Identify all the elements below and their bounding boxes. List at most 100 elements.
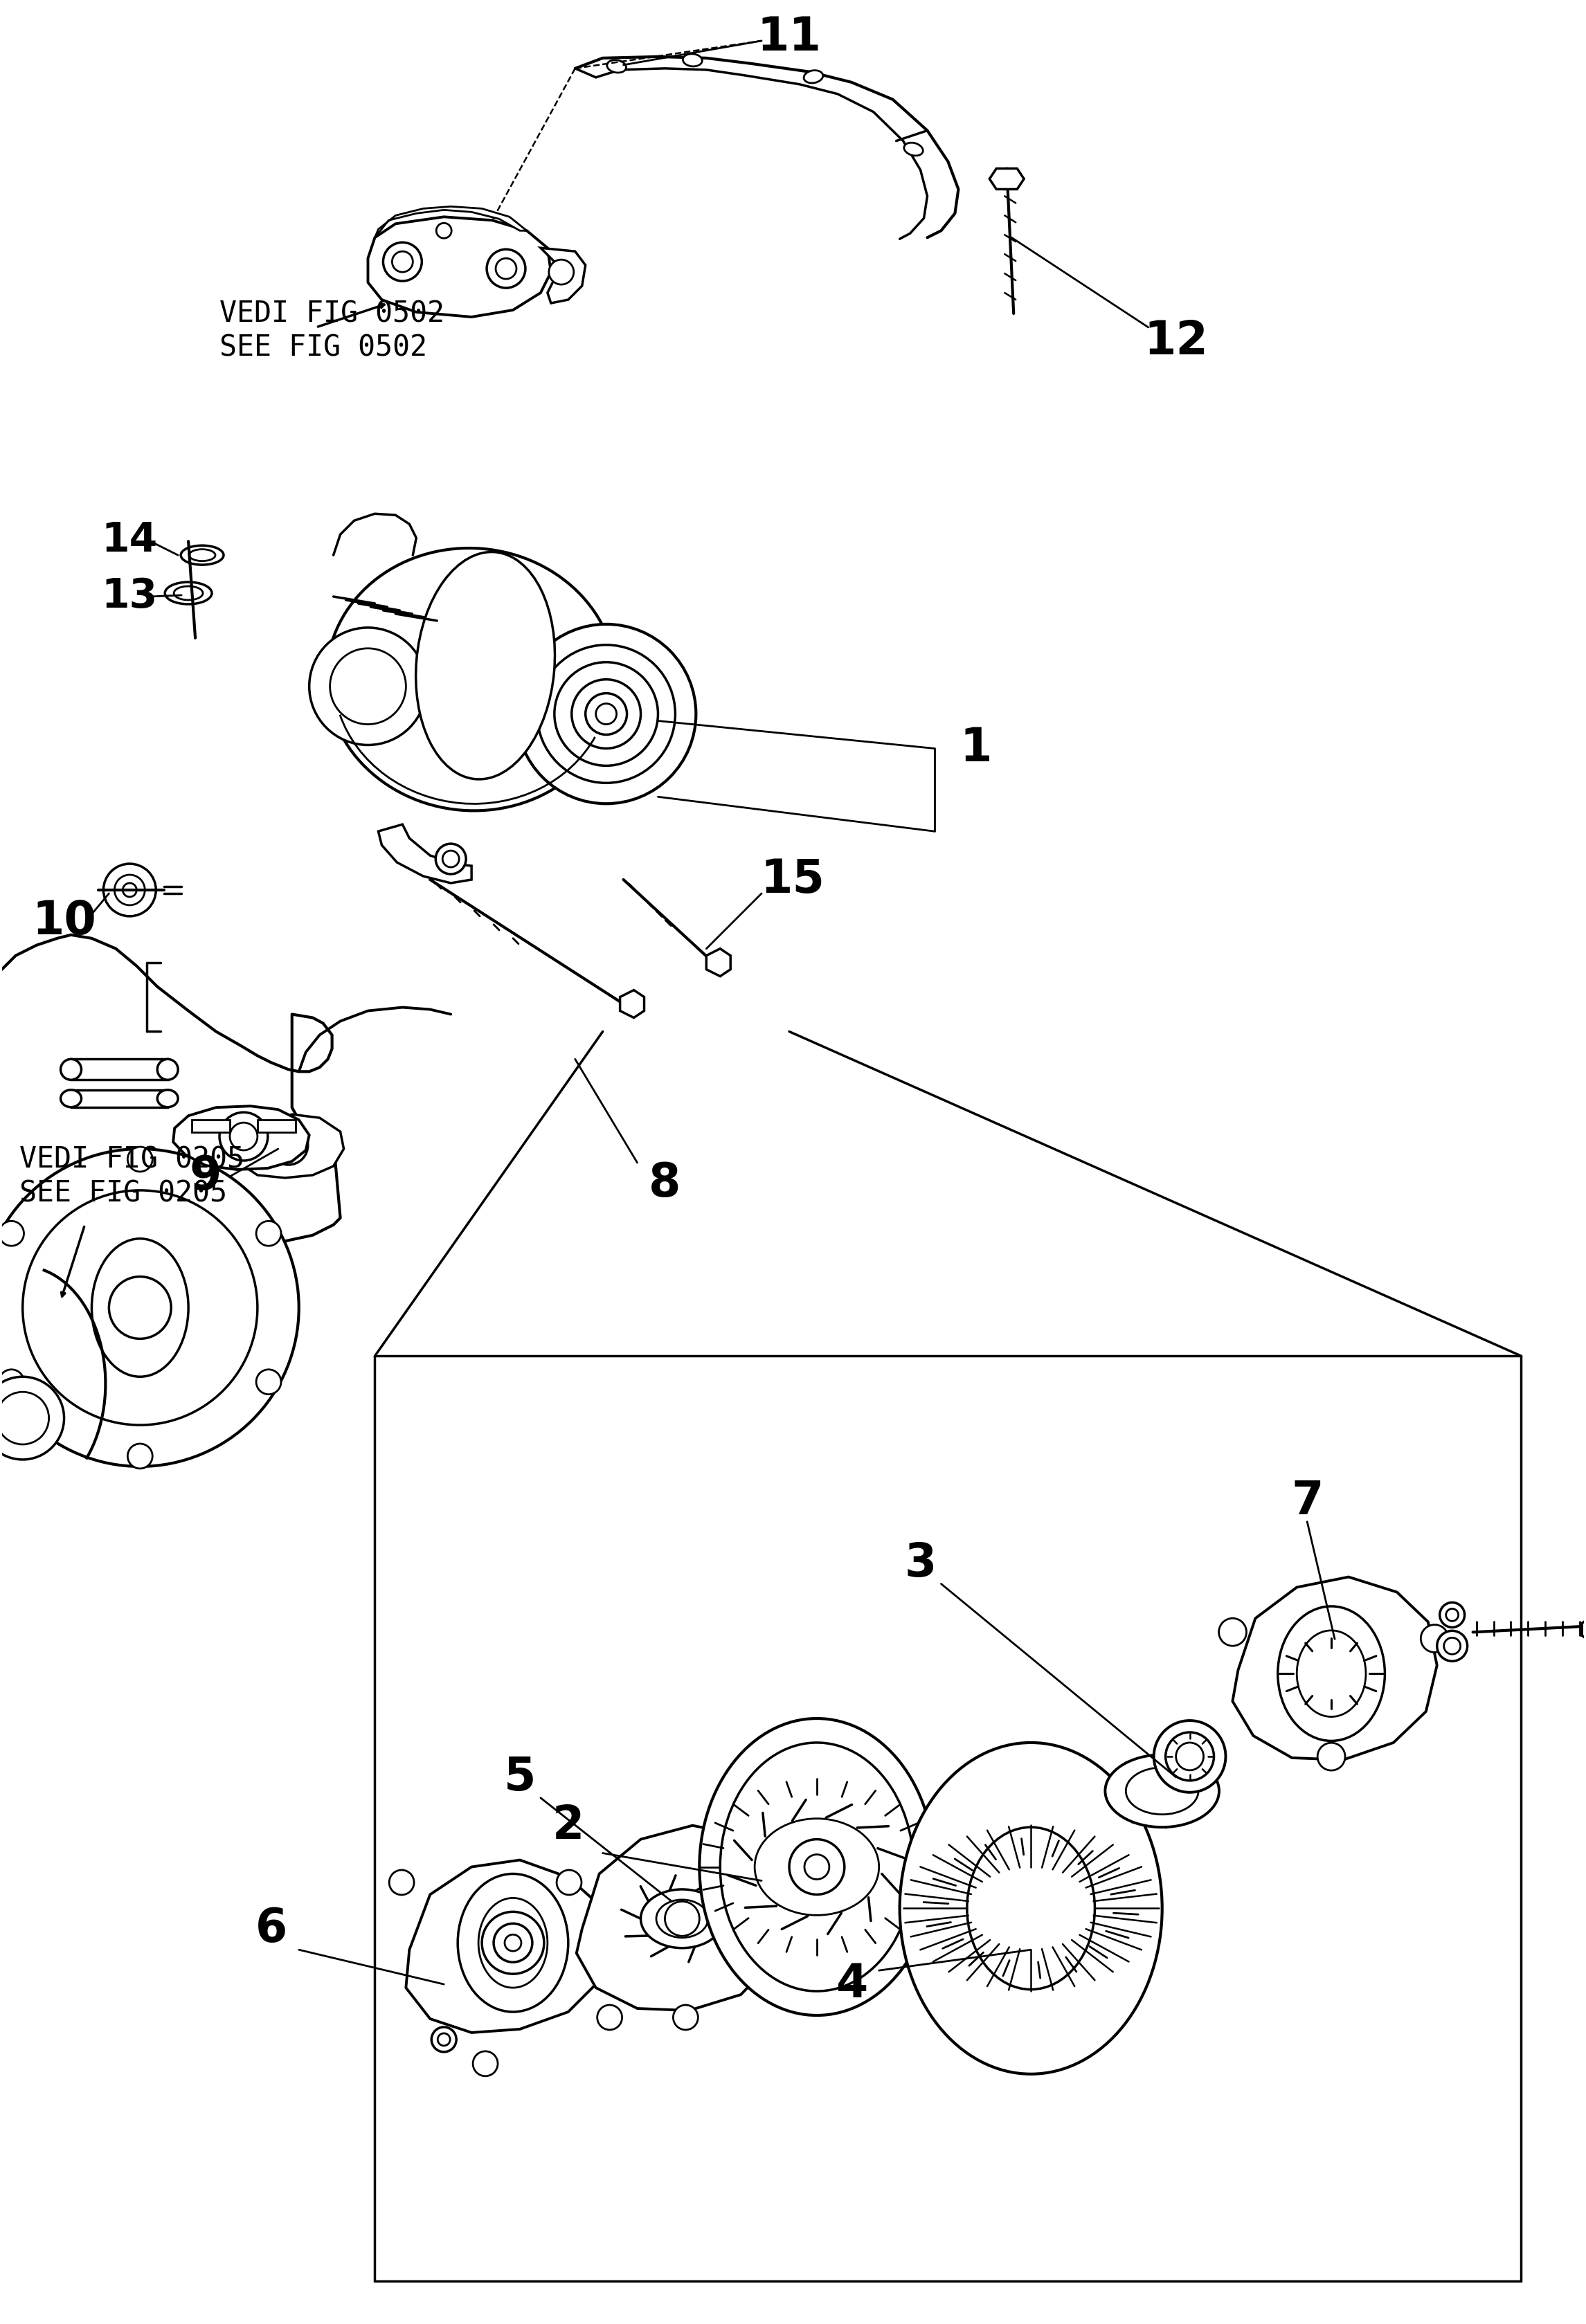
Circle shape (790, 1838, 844, 1894)
Ellipse shape (804, 70, 823, 84)
Polygon shape (406, 1859, 609, 2034)
Circle shape (0, 1392, 49, 1446)
Text: 13: 13 (102, 576, 157, 616)
Text: 1: 1 (960, 725, 991, 772)
Ellipse shape (641, 1889, 723, 1948)
Polygon shape (990, 170, 1025, 188)
Ellipse shape (904, 142, 923, 156)
Circle shape (482, 1913, 544, 1973)
Circle shape (1437, 1631, 1467, 1662)
Ellipse shape (60, 1060, 81, 1081)
Ellipse shape (479, 1899, 547, 1987)
Circle shape (442, 851, 458, 867)
Ellipse shape (189, 548, 216, 560)
Text: 5: 5 (504, 1755, 536, 1801)
Ellipse shape (967, 1827, 1094, 1989)
Text: 12: 12 (1144, 318, 1209, 365)
Circle shape (804, 1855, 829, 1880)
Circle shape (672, 2006, 698, 2029)
Polygon shape (71, 1090, 168, 1109)
Text: 11: 11 (757, 14, 822, 60)
Circle shape (389, 1871, 414, 1894)
Ellipse shape (1297, 1631, 1366, 1717)
Circle shape (538, 644, 676, 783)
Text: 7: 7 (1291, 1478, 1323, 1525)
Circle shape (22, 1190, 257, 1425)
Ellipse shape (720, 1743, 914, 1992)
Circle shape (0, 1220, 24, 1246)
Bar (192, 1120, 230, 1132)
Circle shape (1175, 1743, 1204, 1771)
Ellipse shape (699, 1717, 934, 2015)
Circle shape (549, 260, 574, 284)
Circle shape (219, 1113, 268, 1160)
Ellipse shape (607, 60, 626, 72)
Circle shape (330, 648, 406, 725)
Ellipse shape (1126, 1769, 1199, 1815)
Polygon shape (1232, 1578, 1437, 1759)
Ellipse shape (327, 548, 617, 811)
Circle shape (127, 1146, 152, 1171)
Circle shape (665, 1901, 699, 1936)
Ellipse shape (684, 53, 703, 67)
Circle shape (1446, 1608, 1459, 1622)
Text: 8: 8 (649, 1160, 680, 1206)
Circle shape (517, 625, 696, 804)
Circle shape (309, 627, 427, 746)
Circle shape (122, 883, 136, 897)
Circle shape (1318, 1743, 1345, 1771)
Circle shape (257, 1369, 281, 1394)
Circle shape (1155, 1720, 1226, 1792)
Ellipse shape (436, 223, 452, 239)
Bar (257, 1120, 295, 1132)
Circle shape (0, 1369, 24, 1394)
Circle shape (127, 1443, 152, 1469)
Circle shape (392, 251, 412, 272)
Polygon shape (368, 216, 550, 316)
Text: VEDI FIG 0502
SEE FIG 0502: VEDI FIG 0502 SEE FIG 0502 (219, 300, 444, 363)
Text: 6: 6 (255, 1906, 287, 1952)
Circle shape (438, 2034, 450, 2045)
Circle shape (1443, 1638, 1461, 1655)
Circle shape (431, 2027, 457, 2052)
Ellipse shape (950, 1827, 1029, 1880)
Circle shape (1421, 1624, 1448, 1652)
Circle shape (230, 1122, 257, 1150)
Ellipse shape (755, 1820, 879, 1915)
Circle shape (496, 258, 517, 279)
Ellipse shape (165, 581, 213, 604)
Circle shape (436, 844, 466, 874)
Circle shape (473, 2052, 498, 2075)
Circle shape (571, 679, 641, 748)
Circle shape (114, 874, 144, 904)
Ellipse shape (157, 1060, 178, 1081)
Polygon shape (236, 1116, 344, 1178)
Circle shape (555, 662, 658, 765)
Polygon shape (576, 1824, 785, 2010)
Ellipse shape (174, 586, 203, 600)
Circle shape (109, 1276, 171, 1339)
Ellipse shape (92, 1239, 189, 1376)
Text: 14: 14 (102, 521, 157, 560)
Polygon shape (541, 249, 585, 302)
Polygon shape (706, 948, 731, 976)
Text: 9: 9 (190, 1153, 222, 1199)
Circle shape (1218, 1618, 1247, 1645)
Text: 2: 2 (552, 1803, 584, 1848)
Circle shape (0, 1376, 63, 1459)
Ellipse shape (899, 1743, 1163, 2073)
Text: 10: 10 (32, 897, 97, 944)
Circle shape (279, 1136, 298, 1155)
Circle shape (1440, 1604, 1464, 1627)
Polygon shape (1581, 1615, 1586, 1643)
Circle shape (557, 1871, 582, 1894)
Ellipse shape (657, 1899, 707, 1938)
Ellipse shape (416, 553, 555, 779)
Text: 15: 15 (761, 858, 825, 902)
Ellipse shape (458, 1873, 568, 2013)
Circle shape (969, 1831, 1010, 1873)
Text: 3: 3 (904, 1541, 936, 1585)
Polygon shape (620, 990, 644, 1018)
Polygon shape (374, 207, 527, 237)
Ellipse shape (1105, 1755, 1220, 1827)
